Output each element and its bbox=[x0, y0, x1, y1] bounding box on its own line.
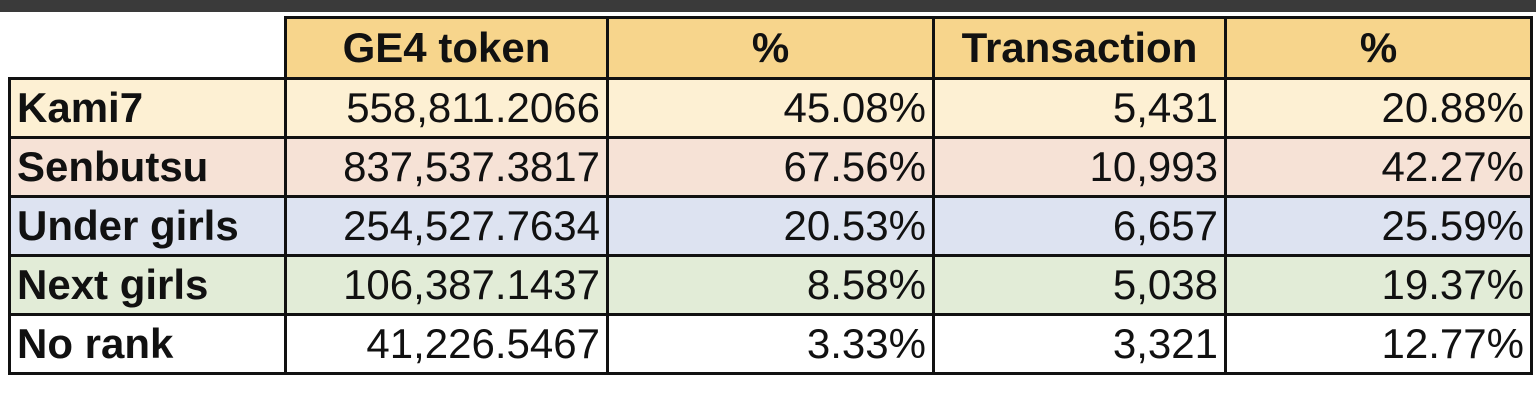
token-cell: 558,811.2066 bbox=[284, 77, 609, 139]
spreadsheet-area: GE4 token % Transaction % Kami7 558,811.… bbox=[0, 12, 1536, 408]
corner-cell bbox=[9, 17, 287, 80]
row-label: Senbutsu bbox=[8, 136, 287, 198]
table-row: Next girls 106,387.1437 8.58% 5,038 19.3… bbox=[8, 254, 1533, 316]
table-row: Senbutsu 837,537.3817 67.56% 10,993 42.2… bbox=[8, 136, 1533, 198]
token-cell: 41,226.5467 bbox=[284, 313, 609, 375]
transaction-percent-cell: 42.27% bbox=[1224, 136, 1533, 198]
header-transaction: Transaction bbox=[932, 16, 1227, 80]
header-transaction-percent: % bbox=[1224, 16, 1533, 80]
table-row: Under girls 254,527.7634 20.53% 6,657 25… bbox=[8, 195, 1533, 257]
transaction-cell: 5,431 bbox=[932, 77, 1227, 139]
header-ge4-token: GE4 token bbox=[284, 16, 609, 80]
top-dark-bar bbox=[0, 0, 1536, 12]
row-label: No rank bbox=[8, 313, 287, 375]
token-percent-cell: 3.33% bbox=[606, 313, 935, 375]
token-cell: 254,527.7634 bbox=[284, 195, 609, 257]
transaction-cell: 3,321 bbox=[932, 313, 1227, 375]
header-row: GE4 token % Transaction % bbox=[9, 16, 1533, 80]
token-cell: 837,537.3817 bbox=[284, 136, 609, 198]
transaction-cell: 5,038 bbox=[932, 254, 1227, 316]
header-token-percent: % bbox=[606, 16, 935, 80]
transaction-percent-cell: 19.37% bbox=[1224, 254, 1533, 316]
transaction-percent-cell: 20.88% bbox=[1224, 77, 1533, 139]
transaction-percent-cell: 12.77% bbox=[1224, 313, 1533, 375]
data-table: GE4 token % Transaction % Kami7 558,811.… bbox=[8, 16, 1533, 375]
token-percent-cell: 20.53% bbox=[606, 195, 935, 257]
table-row: Kami7 558,811.2066 45.08% 5,431 20.88% bbox=[8, 77, 1533, 139]
row-label: Kami7 bbox=[8, 77, 287, 139]
transaction-percent-cell: 25.59% bbox=[1224, 195, 1533, 257]
table-row: No rank 41,226.5467 3.33% 3,321 12.77% bbox=[8, 313, 1533, 375]
token-cell: 106,387.1437 bbox=[284, 254, 609, 316]
token-percent-cell: 8.58% bbox=[606, 254, 935, 316]
transaction-cell: 10,993 bbox=[932, 136, 1227, 198]
token-percent-cell: 67.56% bbox=[606, 136, 935, 198]
row-label: Next girls bbox=[8, 254, 287, 316]
transaction-cell: 6,657 bbox=[932, 195, 1227, 257]
token-percent-cell: 45.08% bbox=[606, 77, 935, 139]
row-label: Under girls bbox=[8, 195, 287, 257]
